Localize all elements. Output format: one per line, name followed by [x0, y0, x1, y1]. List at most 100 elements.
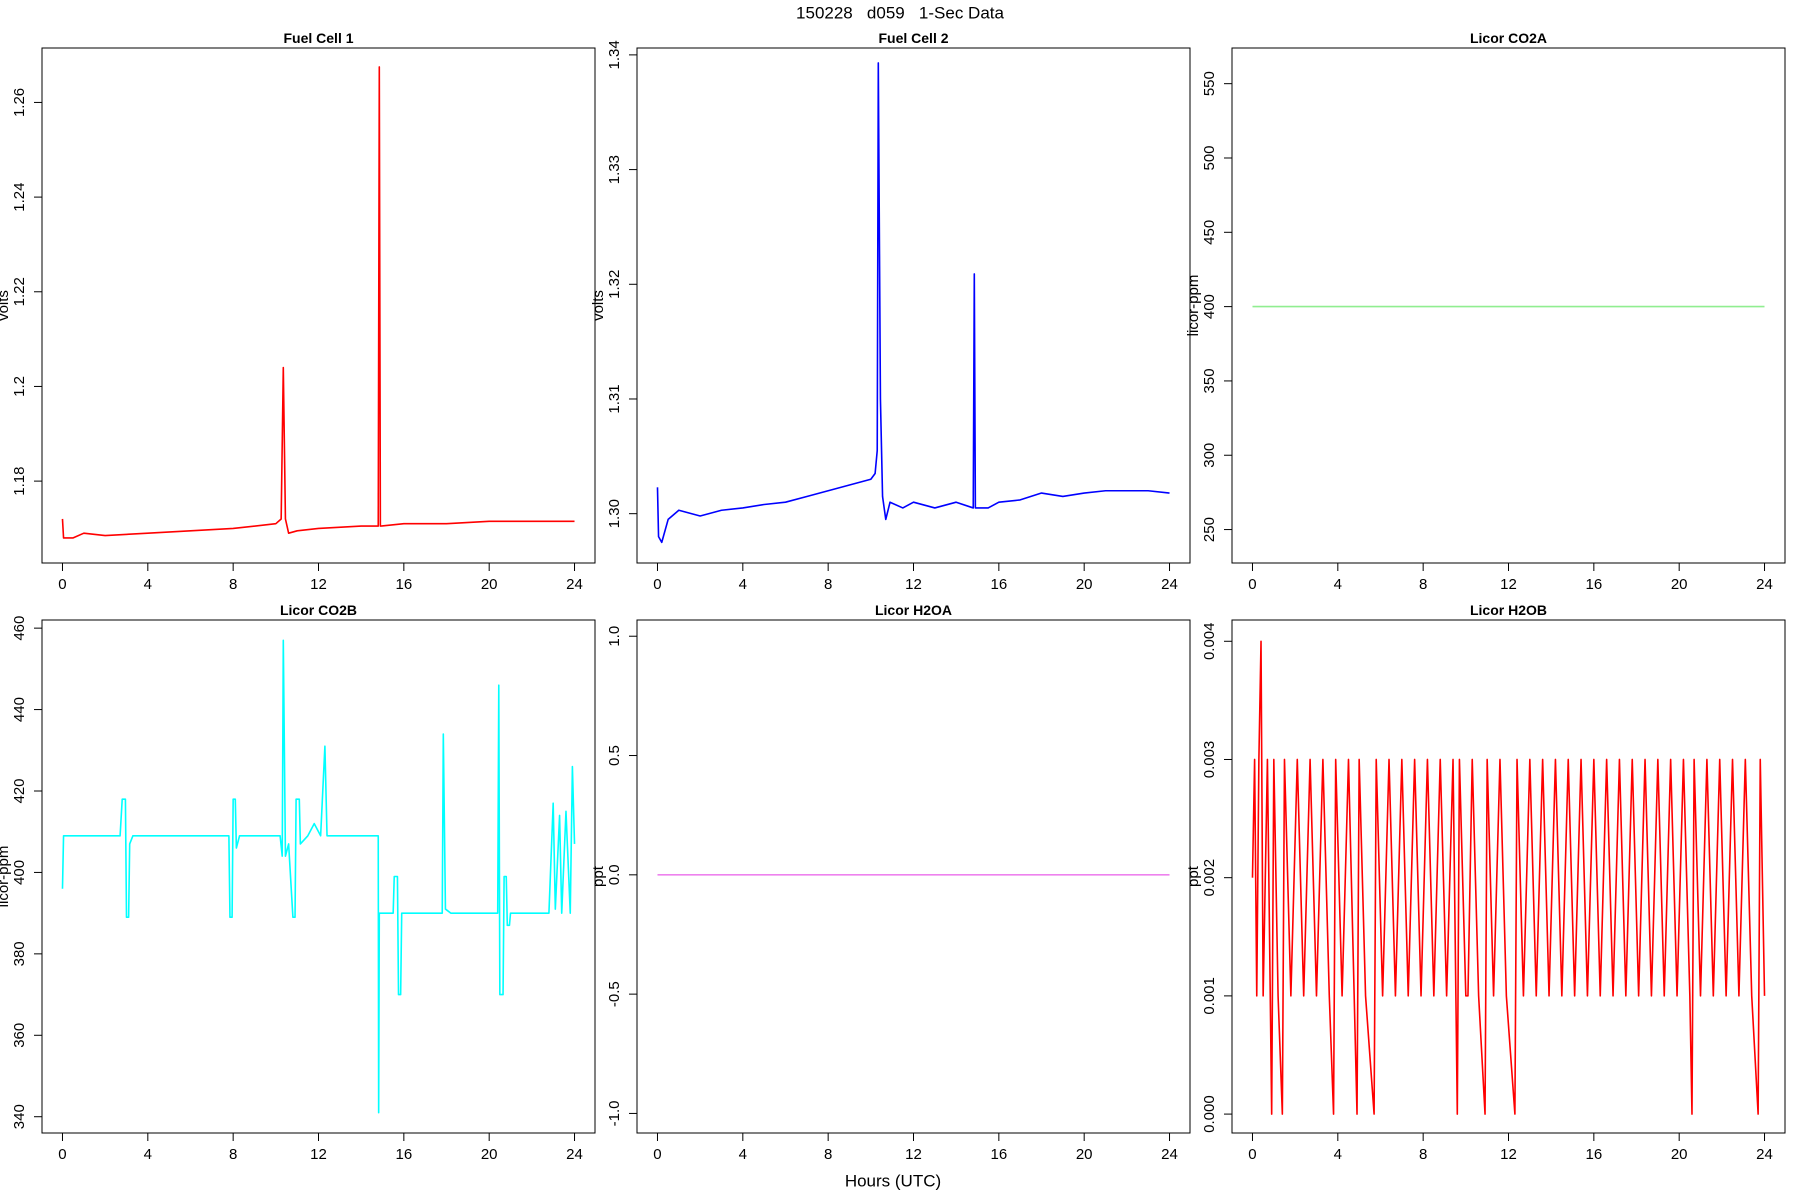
x-tick-label: 4: [1334, 1146, 1342, 1163]
y-tick-label: 1.32: [606, 270, 623, 299]
plot-frame: [1231, 619, 1786, 1134]
y-tick-label: 1.31: [606, 384, 623, 413]
panel-title: Fuel Cell 1: [283, 30, 353, 46]
data-line: [61, 639, 576, 1114]
x-tick-label: 12: [1500, 576, 1517, 593]
x-tick-label: 4: [1334, 576, 1342, 593]
y-tick-label: 0.001: [1201, 977, 1218, 1015]
y-axis-label: ppt: [1185, 865, 1202, 887]
x-tick-label: 8: [229, 576, 237, 593]
y-tick-label: 440: [11, 697, 28, 722]
x-tick-label: 24: [566, 576, 583, 593]
x-tick-label: 24: [1161, 1146, 1178, 1163]
y-axis-label: ppt: [590, 865, 607, 887]
x-tick-label: 20: [481, 576, 498, 593]
x-tick-label: 24: [1756, 1146, 1773, 1163]
y-tick-label: 450: [1201, 220, 1218, 245]
x-tick-label: 0: [653, 576, 661, 593]
y-tick-label: -0.5: [606, 981, 623, 1007]
y-tick-label: 400: [11, 860, 28, 885]
y-tick-label: 1.34: [606, 40, 623, 69]
y-tick-label: 1.24: [11, 183, 28, 212]
x-tick-label: 0: [58, 576, 66, 593]
y-tick-label: 0.004: [1201, 623, 1218, 661]
y-tick-label: 460: [11, 616, 28, 641]
plot-frame: [1231, 47, 1786, 564]
x-tick-label: 4: [144, 576, 152, 593]
y-tick-label: 0.003: [1201, 741, 1218, 779]
y-tick-label: 420: [11, 778, 28, 803]
x-tick-label: 20: [1076, 1146, 1093, 1163]
x-tick-label: 12: [905, 576, 922, 593]
x-tick-label: 24: [1756, 576, 1773, 593]
figure-title: 150228 d059 1-Sec Data: [796, 3, 1004, 22]
y-tick-label: 500: [1201, 145, 1218, 170]
data-line: [1251, 640, 1766, 1115]
x-tick-label: 20: [1671, 576, 1688, 593]
data-line: [656, 62, 1170, 544]
plot-frame: [636, 47, 1191, 564]
y-tick-label: 1.18: [11, 467, 28, 496]
x-axis-label: Hours (UTC): [845, 1171, 941, 1190]
y-tick-label: 1.2: [11, 376, 28, 397]
panel-title: Licor CO2B: [280, 602, 357, 618]
x-tick-label: 4: [739, 1146, 747, 1163]
panel-title: Fuel Cell 2: [878, 30, 948, 46]
y-tick-label: 1.0: [606, 626, 623, 647]
y-tick-label: 0.002: [1201, 859, 1218, 897]
x-tick-label: 16: [1585, 1146, 1602, 1163]
y-tick-label: 340: [11, 1104, 28, 1129]
x-tick-label: 12: [310, 576, 327, 593]
y-tick-label: 1.22: [11, 277, 28, 306]
y-tick-label: 400: [1201, 294, 1218, 319]
x-tick-label: 0: [1248, 576, 1256, 593]
y-tick-label: 300: [1201, 443, 1218, 468]
x-tick-label: 16: [395, 576, 412, 593]
x-tick-label: 8: [1419, 576, 1427, 593]
y-tick-label: 1.30: [606, 499, 623, 528]
y-tick-label: 1.33: [606, 155, 623, 184]
panel-title: Licor H2OB: [1470, 602, 1547, 618]
x-tick-label: 20: [1671, 1146, 1688, 1163]
y-tick-label: 350: [1201, 368, 1218, 393]
y-tick-label: 380: [11, 941, 28, 966]
plot-frame: [41, 47, 596, 564]
x-tick-label: 8: [824, 576, 832, 593]
x-tick-label: 20: [481, 1146, 498, 1163]
x-tick-label: 12: [310, 1146, 327, 1163]
y-axis-label: licor-ppm: [1185, 275, 1202, 337]
x-tick-label: 16: [395, 1146, 412, 1163]
x-tick-label: 8: [1419, 1146, 1427, 1163]
y-tick-label: 0.0: [606, 864, 623, 885]
plot-frame: [636, 619, 1191, 1134]
plot-frame: [41, 619, 596, 1134]
x-tick-label: 24: [566, 1146, 583, 1163]
x-tick-label: 8: [824, 1146, 832, 1163]
y-axis-label: licor-ppm: [0, 846, 12, 908]
x-tick-label: 16: [990, 1146, 1007, 1163]
x-tick-label: 4: [739, 576, 747, 593]
y-tick-label: 0.000: [1201, 1095, 1218, 1133]
x-tick-label: 0: [58, 1146, 66, 1163]
data-line: [61, 66, 575, 539]
y-tick-label: 250: [1201, 517, 1218, 542]
x-tick-label: 16: [1585, 576, 1602, 593]
y-tick-label: 1.26: [11, 88, 28, 117]
x-tick-label: 12: [1500, 1146, 1517, 1163]
y-axis-label: volts: [590, 290, 607, 321]
x-tick-label: 8: [229, 1146, 237, 1163]
y-tick-label: 360: [11, 1023, 28, 1048]
y-axis-label: volts: [0, 290, 12, 321]
x-tick-label: 16: [990, 576, 1007, 593]
x-tick-label: 20: [1076, 576, 1093, 593]
panel-title: Licor H2OA: [875, 602, 952, 618]
y-tick-label: 550: [1201, 71, 1218, 96]
x-tick-label: 4: [144, 1146, 152, 1163]
y-tick-label: -1.0: [606, 1101, 623, 1127]
y-tick-label: 0.5: [606, 745, 623, 766]
x-tick-label: 12: [905, 1146, 922, 1163]
x-tick-label: 0: [653, 1146, 661, 1163]
panel-title: Licor CO2A: [1470, 30, 1547, 46]
x-tick-label: 0: [1248, 1146, 1256, 1163]
